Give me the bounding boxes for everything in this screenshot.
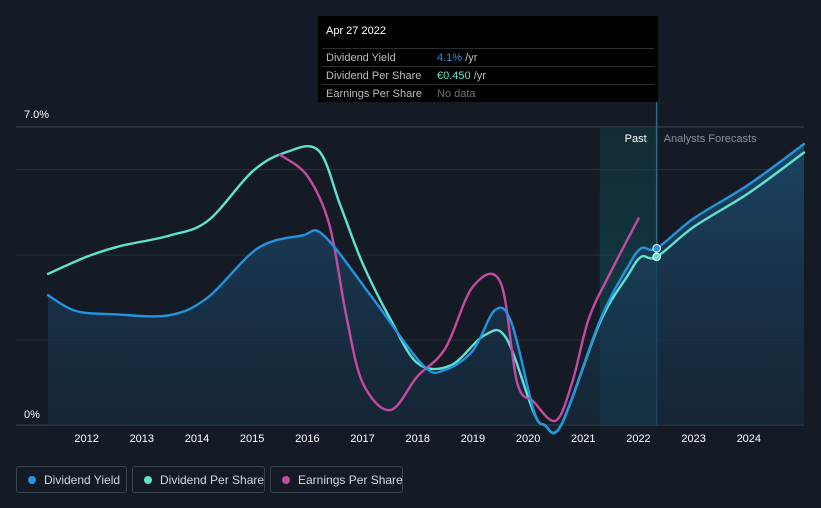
x-tick-label: 2024 bbox=[737, 433, 761, 445]
tooltip-row-dividend-yield: Dividend Yield 4.1% /yr bbox=[322, 48, 654, 67]
x-tick-label: 2015 bbox=[240, 433, 264, 445]
x-tick-label: 2022 bbox=[626, 433, 650, 445]
series-line-dividend-per-share bbox=[46, 145, 806, 435]
series-line-dividend-yield bbox=[46, 142, 806, 435]
legend-item-dividend-yield[interactable]: Dividend Yield bbox=[16, 466, 127, 493]
x-tick-label: 2018 bbox=[405, 433, 429, 445]
chart-tooltip: Apr 27 2022 Dividend Yield 4.1% /yr Divi… bbox=[318, 16, 658, 102]
x-tick-label: 2019 bbox=[461, 433, 485, 445]
x-tick-label: 2020 bbox=[516, 433, 540, 445]
tooltip-row-earnings-per-share: Earnings Per Share No data bbox=[322, 84, 654, 103]
dividend-yield-area bbox=[48, 144, 804, 434]
x-tick-label: 2016 bbox=[295, 433, 319, 445]
x-tick-label: 2017 bbox=[350, 433, 374, 445]
x-tick-label: 2014 bbox=[185, 433, 209, 445]
y-axis-max-label: 7.0% bbox=[24, 109, 49, 121]
past-label: Past bbox=[625, 133, 647, 145]
tooltip-row-dividend-per-share: Dividend Per Share €0.450 /yr bbox=[322, 66, 654, 85]
tooltip-label: Dividend Per Share bbox=[326, 70, 422, 82]
y-axis-min-label: 0% bbox=[24, 409, 40, 421]
tooltip-value: No data bbox=[437, 88, 476, 100]
series-line-earnings-per-share bbox=[278, 153, 640, 423]
tooltip-date: Apr 27 2022 bbox=[326, 25, 386, 37]
legend-dot-icon bbox=[144, 476, 152, 484]
marker-dividend-per-share bbox=[652, 252, 661, 262]
x-tick-label: 2021 bbox=[571, 433, 595, 445]
legend-item-dividend-per-share[interactable]: Dividend Per Share bbox=[132, 466, 265, 493]
tooltip-value: 4.1% /yr bbox=[437, 52, 478, 64]
marker-dividend-yield bbox=[652, 244, 661, 253]
forecast-label: Analysts Forecasts bbox=[664, 133, 757, 145]
legend-label: Earnings Per Share bbox=[298, 473, 403, 487]
legend-label: Dividend Per Share bbox=[160, 473, 265, 487]
tooltip-label: Dividend Yield bbox=[326, 52, 396, 64]
x-tick-label: 2012 bbox=[74, 433, 98, 445]
x-tick-label: 2013 bbox=[130, 433, 154, 445]
legend-dot-icon bbox=[28, 476, 36, 484]
tooltip-value: €0.450 /yr bbox=[437, 70, 486, 82]
legend-label: Dividend Yield bbox=[44, 473, 121, 487]
legend-item-earnings-per-share[interactable]: Earnings Per Share bbox=[270, 466, 403, 493]
x-tick-label: 2023 bbox=[681, 433, 705, 445]
tooltip-label: Earnings Per Share bbox=[326, 88, 422, 100]
legend-dot-icon bbox=[282, 476, 290, 484]
